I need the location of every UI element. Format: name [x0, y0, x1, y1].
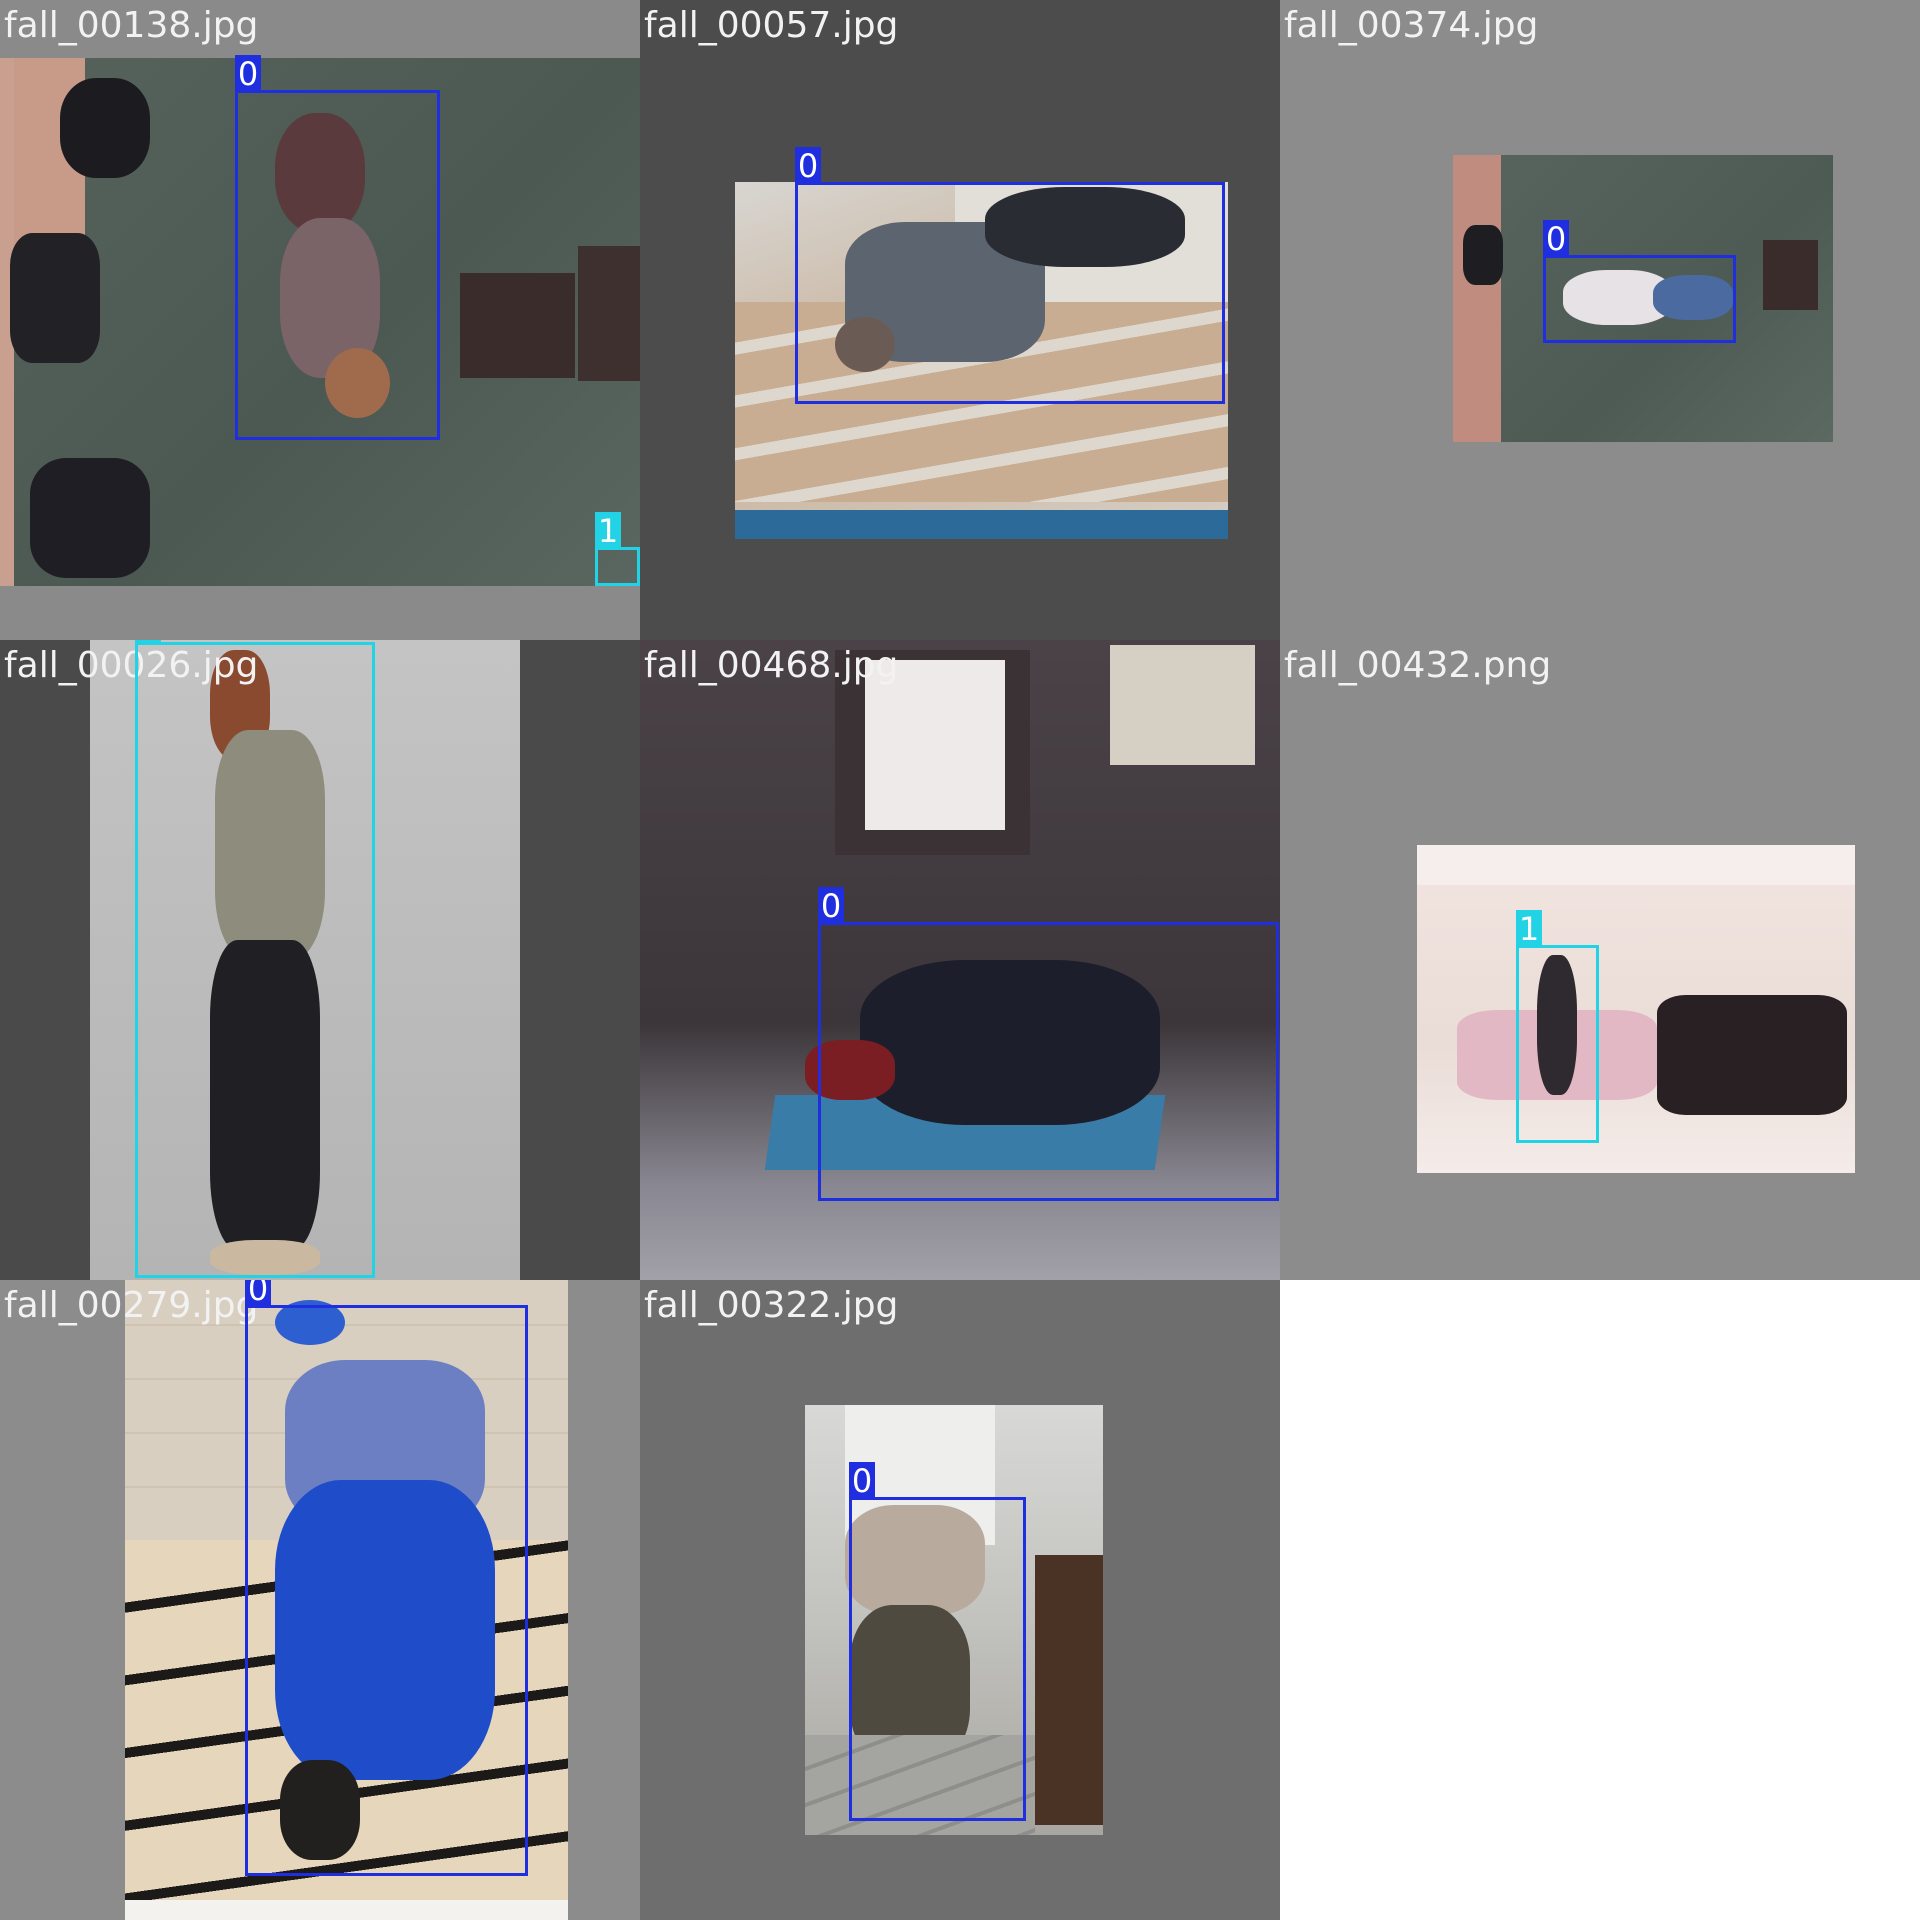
mosaic-tile: fall_00138.jpg 0 1 — [0, 0, 640, 640]
bbox-class-0: 0 — [235, 55, 440, 440]
tile-photo — [1453, 155, 1833, 442]
tile-photo — [640, 640, 1280, 1280]
image-filename: fall_00468.jpg — [644, 645, 899, 686]
mosaic-tile: fall_00026.jpg 1 — [0, 640, 640, 1280]
bbox-label: 0 — [1543, 220, 1569, 258]
empty-mosaic-slot — [1280, 1280, 1920, 1920]
image-filename: fall_00279.jpg — [4, 1285, 259, 1326]
bbox-class-1: 1 — [595, 512, 640, 586]
bbox-label: 1 — [595, 512, 621, 550]
bbox-label: 0 — [795, 147, 821, 185]
bbox-class-1: 1 — [1516, 910, 1599, 1143]
bbox-label: 1 — [1516, 910, 1542, 948]
image-filename: fall_00026.jpg — [4, 645, 259, 686]
mosaic-tile: fall_00279.jpg 0 — [0, 1280, 640, 1920]
mosaic-tile: fall_00322.jpg 0 — [640, 1280, 1280, 1920]
bbox-label: 0 — [818, 887, 844, 925]
image-filename: fall_00322.jpg — [644, 1285, 899, 1326]
tile-photo — [125, 1280, 568, 1920]
mosaic-tile: fall_00374.jpg 0 — [1280, 0, 1920, 640]
bbox-class-0: 0 — [245, 1280, 528, 1876]
bbox-class-0: 0 — [795, 147, 1225, 404]
bbox-label: 1 — [135, 640, 161, 645]
bbox-class-0: 0 — [849, 1462, 1026, 1821]
tile-photo — [90, 640, 520, 1280]
image-filename: fall_00374.jpg — [1284, 5, 1539, 46]
image-filename: fall_00057.jpg — [644, 5, 899, 46]
bbox-class-0: 0 — [1543, 220, 1736, 343]
bbox-label: 0 — [849, 1462, 875, 1500]
mosaic-tile: fall_00468.jpg 0 — [640, 640, 1280, 1280]
bbox-label: 0 — [245, 1280, 271, 1308]
tile-photo — [1417, 845, 1855, 1173]
mosaic-tile: fall_00432.png 1 — [1280, 640, 1920, 1280]
mosaic-tile: fall_00057.jpg 0 — [640, 0, 1280, 640]
tile-photo — [0, 58, 640, 586]
bbox-label: 0 — [235, 55, 261, 93]
bbox-class-0: 0 — [818, 887, 1279, 1201]
tile-photo — [735, 182, 1228, 539]
bbox-class-1: 1 — [135, 640, 375, 1278]
image-filename: fall_00138.jpg — [4, 5, 259, 46]
image-filename: fall_00432.png — [1284, 645, 1552, 686]
